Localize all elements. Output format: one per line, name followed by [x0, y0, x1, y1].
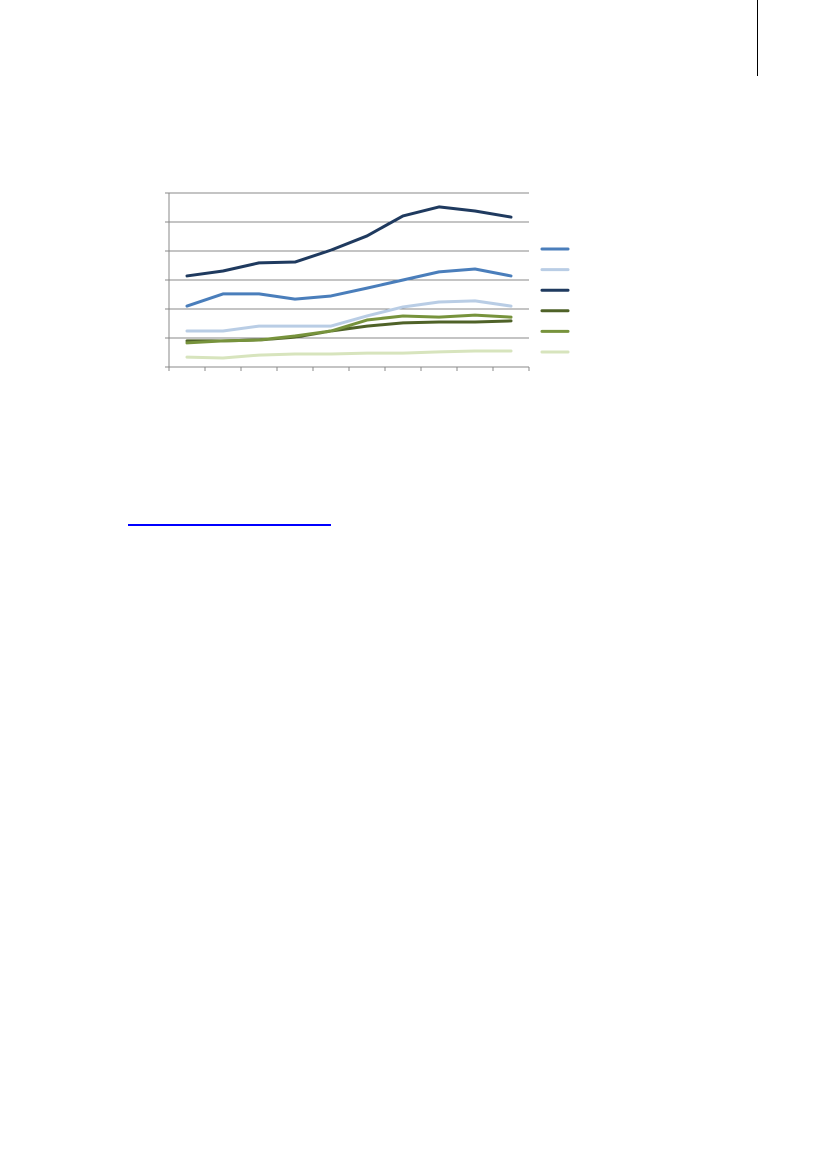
series-line-1: [185, 267, 513, 308]
series-line-5: [185, 313, 513, 345]
series-line-6: [185, 349, 513, 360]
line-chart: [165, 192, 570, 371]
hyperlink[interactable]: [128, 516, 331, 526]
series-line-3: [185, 205, 513, 278]
series-line-2: [185, 299, 513, 333]
page-margin-rule: [757, 0, 758, 76]
